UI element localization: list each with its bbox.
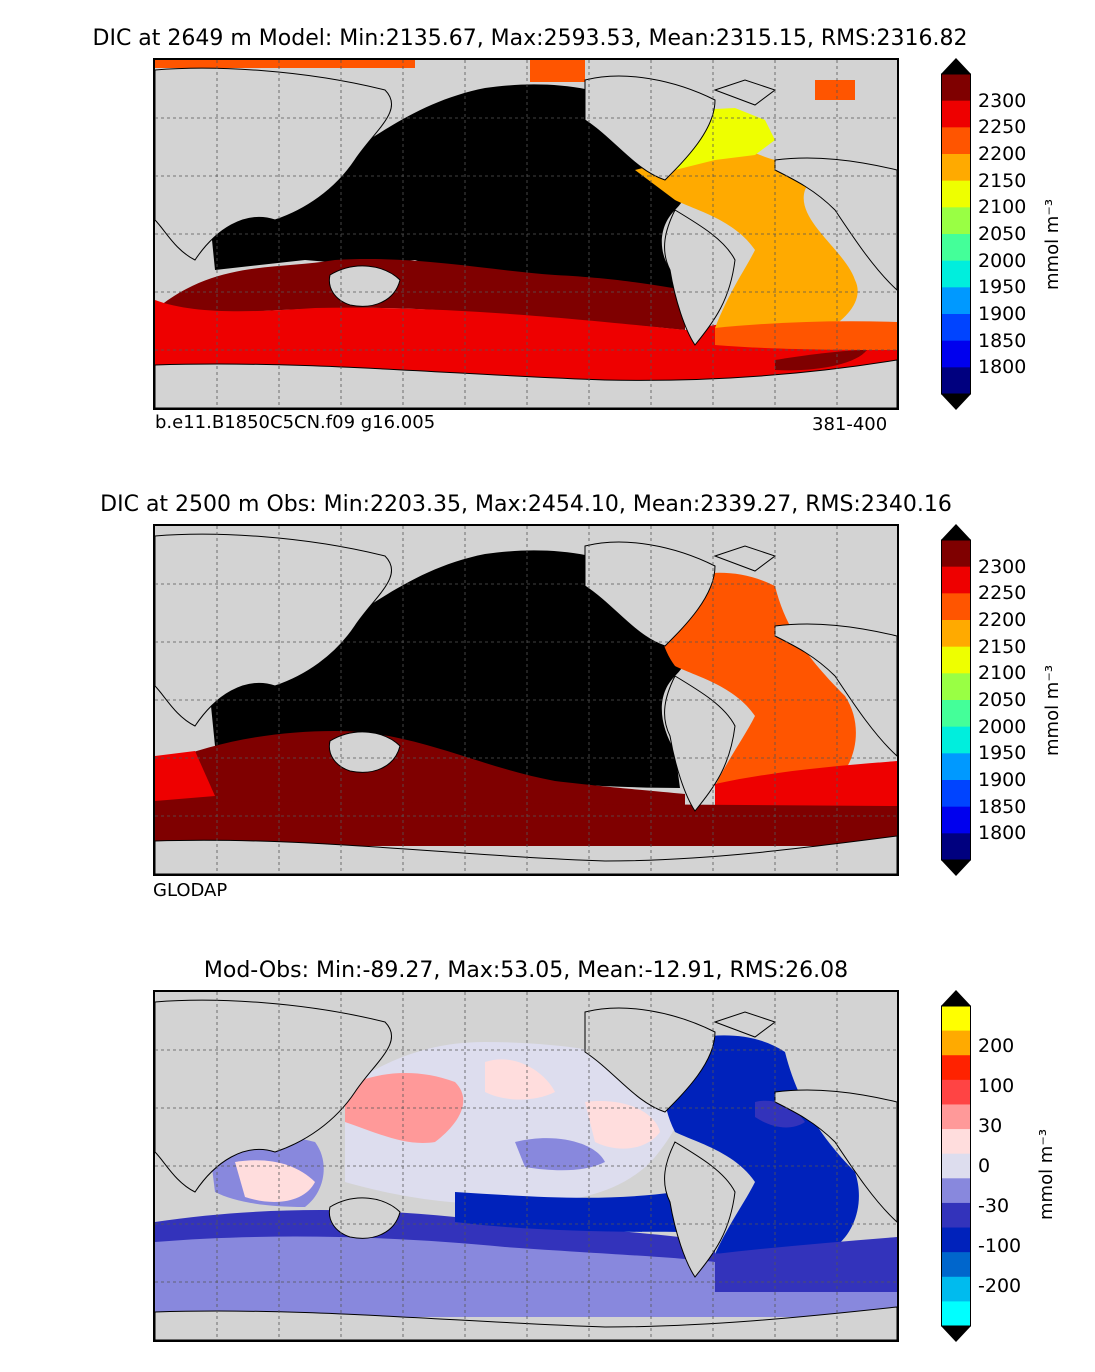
- colorbar-segment: [941, 1006, 971, 1032]
- colorbar-segment: [941, 100, 971, 128]
- colorbar-segment: [941, 566, 971, 594]
- panel3-colorbar-unit: mmol m⁻³: [1036, 1128, 1057, 1220]
- colorbar-segment: [941, 673, 971, 701]
- colorbar-tick-label: -100: [978, 1235, 1022, 1257]
- colorbar-segment: [941, 1153, 971, 1179]
- colorbar-tick-label: 1900: [978, 769, 1027, 791]
- panel1-map: [153, 58, 899, 410]
- colorbar-extend-top: [941, 524, 971, 540]
- colorbar-segment: [941, 1276, 971, 1302]
- colorbar-extend-bottom: [941, 860, 971, 876]
- panel2-colorbar: [941, 524, 971, 876]
- panel3-colorbar-graphic: [941, 990, 971, 1342]
- colorbar-tick-label: 1950: [978, 742, 1027, 765]
- colorbar-tick-label: 2050: [978, 689, 1027, 711]
- colorbar-segment: [941, 340, 971, 368]
- panel2-colorbar-unit: mmol m⁻³: [1042, 664, 1063, 756]
- colorbar-tick-label: 2050: [978, 223, 1027, 245]
- colorbar-segment: [941, 314, 971, 342]
- colorbar-tick-label: -200: [978, 1275, 1022, 1297]
- colorbar-tick-label: 100: [978, 1075, 1015, 1097]
- panel2-map-graphic: [155, 526, 897, 874]
- colorbar-tick-label: 2300: [978, 89, 1027, 112]
- colorbar-tick-label: 0: [978, 1155, 991, 1177]
- panel2-left-note: GLODAP: [153, 880, 228, 901]
- colorbar-segment: [941, 74, 971, 102]
- panel3-colorbar: [941, 990, 971, 1342]
- colorbar-frame: [941, 1005, 971, 1327]
- colorbar-segment: [941, 207, 971, 235]
- colorbar-tick-label: 1800: [978, 356, 1027, 379]
- colorbar-segment: [941, 1227, 971, 1253]
- colorbar-segment: [941, 646, 971, 674]
- panel1-colorbar-unit: mmol m⁻³: [1042, 198, 1063, 290]
- colorbar-segment: [941, 593, 971, 621]
- colorbar-segment: [941, 154, 971, 182]
- colorbar-tick-label: -30: [978, 1195, 1010, 1217]
- colorbar-segment: [941, 1079, 971, 1105]
- colorbar-segment: [941, 540, 971, 568]
- colorbar-tick-label: 2150: [978, 635, 1027, 658]
- colorbar-tick-label: 2250: [978, 582, 1027, 605]
- colorbar-tick-label: 2300: [978, 555, 1027, 578]
- colorbar-segment: [941, 620, 971, 648]
- colorbar-segment: [941, 287, 971, 315]
- colorbar-segment: [941, 700, 971, 728]
- colorbar-tick-label: 2100: [978, 196, 1027, 219]
- colorbar-segment: [941, 806, 971, 834]
- colorbar-segment: [941, 1252, 971, 1278]
- colorbar-tick-label: 1850: [978, 329, 1027, 352]
- colorbar-segment: [941, 1129, 971, 1155]
- colorbar-segment: [941, 1055, 971, 1081]
- colorbar-segment: [941, 833, 971, 861]
- colorbar-tick-label: 30: [978, 1115, 1003, 1137]
- panel1-colorbar: [941, 58, 971, 410]
- panel3-title: Mod-Obs: Min:-89.27, Max:53.05, Mean:-12…: [203, 958, 849, 983]
- colorbar-tick-label: 2250: [978, 116, 1027, 139]
- panel2-colorbar-graphic: [941, 524, 971, 876]
- colorbar-segment: [941, 1301, 971, 1327]
- colorbar-segment: [941, 1104, 971, 1130]
- colorbar-segment: [941, 1202, 971, 1229]
- colorbar-tick-label: 1800: [978, 822, 1027, 845]
- colorbar-segment: [941, 726, 971, 754]
- colorbar-extend-bottom: [941, 1326, 971, 1342]
- panel1-right-note: 381-400: [812, 414, 888, 435]
- panel3-map-graphic: [155, 992, 897, 1340]
- colorbar-frame: [941, 539, 971, 861]
- colorbar-tick-label: 2200: [978, 609, 1027, 631]
- colorbar-segment: [941, 1030, 971, 1056]
- colorbar-segment: [941, 180, 971, 208]
- colorbar-segment: [941, 1178, 971, 1204]
- colorbar-segment: [941, 127, 971, 155]
- panel1-left-note: b.e11.B1850C5CN.f09 g16.005: [155, 412, 436, 433]
- colorbar-tick-label: 1900: [978, 303, 1027, 325]
- panel1-map-graphic: [155, 60, 897, 408]
- colorbar-segment: [941, 753, 971, 781]
- colorbar-segment: [941, 260, 971, 288]
- panel3-map: [153, 990, 899, 1342]
- colorbar-tick-label: 2000: [978, 715, 1027, 738]
- colorbar-tick-label: 200: [978, 1035, 1015, 1057]
- colorbar-extend-bottom: [941, 394, 971, 410]
- colorbar-tick-label: 2200: [978, 143, 1027, 165]
- panel2-map: [153, 524, 899, 876]
- colorbar-extend-top: [941, 58, 971, 74]
- colorbar-segment: [941, 234, 971, 262]
- colorbar-tick-label: 1950: [978, 276, 1027, 299]
- colorbar-segment: [941, 367, 971, 395]
- panel1-colorbar-graphic: [941, 58, 971, 410]
- colorbar-tick-label: 2150: [978, 169, 1027, 192]
- colorbar-tick-label: 1850: [978, 795, 1027, 818]
- colorbar-tick-label: 2100: [978, 662, 1027, 685]
- colorbar-segment: [941, 780, 971, 808]
- panel1-title: DIC at 2649 m Model: Min:2135.67, Max:25…: [92, 26, 968, 51]
- colorbar-tick-label: 2000: [978, 249, 1027, 272]
- colorbar-extend-top: [941, 990, 971, 1006]
- colorbar-frame: [941, 73, 971, 395]
- panel2-title: DIC at 2500 m Obs: Min:2203.35, Max:2454…: [100, 492, 952, 517]
